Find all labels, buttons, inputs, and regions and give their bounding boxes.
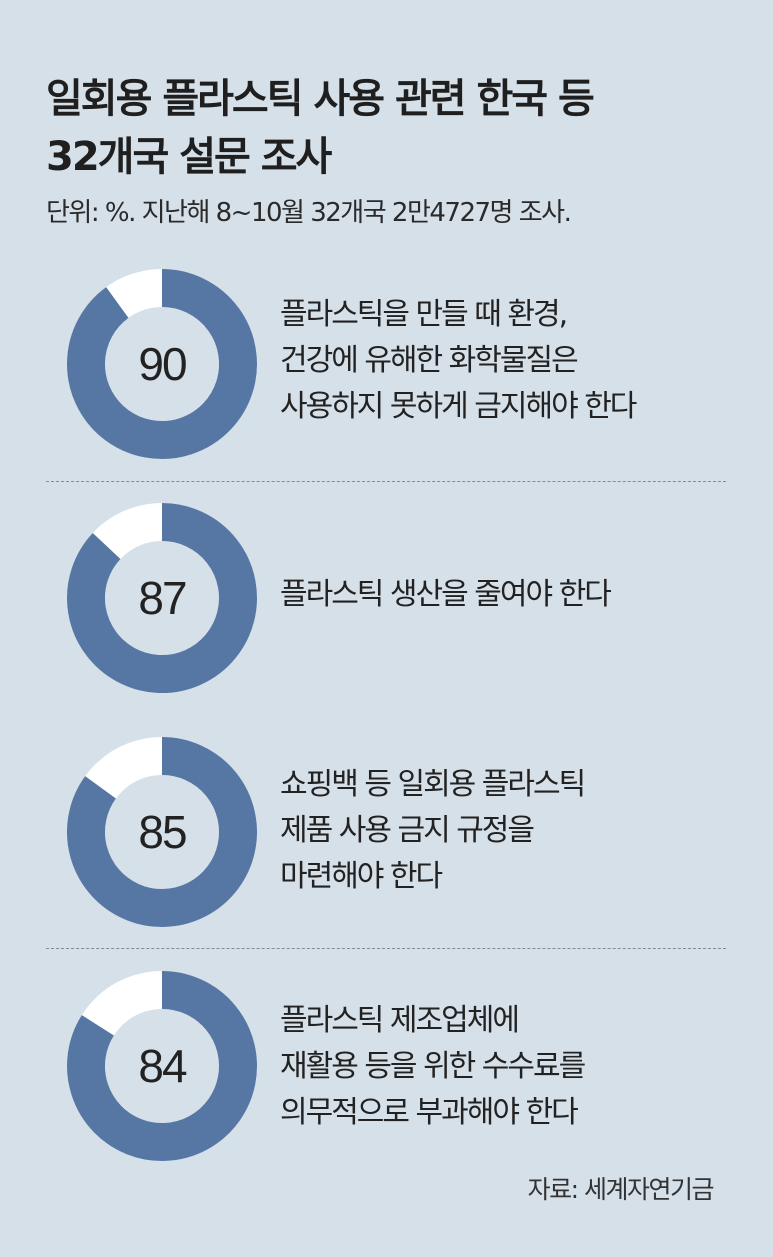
item-description: 플라스틱을 만들 때 환경, 건강에 유해한 화학물질은 사용하지 못하게 금지…: [280, 292, 750, 430]
donut-svg: [67, 737, 257, 927]
donut-chart: 85: [66, 736, 258, 928]
chart-subtitle: 단위: %. 지난해 8~10월 32개국 2만4727명 조사.: [46, 198, 572, 228]
donut-value-arc: [67, 503, 257, 693]
survey-item: 87 플라스틱 생산을 줄여야 한다: [0, 502, 773, 732]
donut-value-arc: [67, 737, 257, 927]
donut-value-label: 90: [138, 338, 187, 390]
description-line: 의무적으로 부과해야 한다: [280, 1095, 579, 1130]
donut-value-arc: [67, 269, 257, 459]
title-line-1: 일회용 플라스틱 사용 관련 한국 등: [46, 76, 595, 122]
description-line: 건강에 유해한 화학물질은: [280, 343, 579, 378]
donut-value-arc: [67, 971, 257, 1161]
description-line: 플라스틱 생산을 줄여야 한다: [280, 577, 612, 612]
survey-item: 90 플라스틱을 만들 때 환경, 건강에 유해한 화학물질은 사용하지 못하게…: [0, 268, 773, 498]
donut-value-label: 84: [138, 1040, 187, 1092]
description-line: 플라스틱을 만들 때 환경,: [280, 297, 568, 332]
item-description: 쇼핑백 등 일회용 플라스틱 제품 사용 금지 규정을 마련해야 한다: [280, 762, 750, 900]
description-line: 플라스틱 제조업체에: [280, 1003, 520, 1038]
divider: [46, 481, 726, 482]
donut-value-label: 87: [138, 572, 187, 624]
description-line: 재활용 등을 위한 수수료를: [280, 1049, 586, 1084]
description-line: 사용하지 못하게 금지해야 한다: [280, 389, 637, 424]
donut-chart: 84: [66, 970, 258, 1162]
source-note: 자료: 세계자연기금: [527, 1175, 715, 1204]
donut-value-label: 85: [138, 806, 187, 858]
item-description: 플라스틱 생산을 줄여야 한다: [280, 572, 750, 618]
description-line: 제품 사용 금지 규정을: [280, 813, 535, 848]
description-line: 마련해야 한다: [280, 859, 443, 894]
donut-svg: [67, 971, 257, 1161]
item-description: 플라스틱 제조업체에 재활용 등을 위한 수수료를 의무적으로 부과해야 한다: [280, 998, 750, 1136]
donut-chart: 90: [66, 268, 258, 460]
survey-item: 84 플라스틱 제조업체에 재활용 등을 위한 수수료를 의무적으로 부과해야 …: [0, 970, 773, 1200]
survey-item: 85 쇼핑백 등 일회용 플라스틱 제품 사용 금지 규정을 마련해야 한다: [0, 736, 773, 966]
description-line: 쇼핑백 등 일회용 플라스틱: [280, 767, 586, 802]
chart-title: 일회용 플라스틱 사용 관련 한국 등 32개국 설문 조사: [46, 70, 746, 186]
title-line-2: 32개국 설문 조사: [46, 134, 332, 180]
divider: [46, 948, 726, 949]
donut-svg: [67, 503, 257, 693]
donut-chart: 87: [66, 502, 258, 694]
donut-svg: [67, 269, 257, 459]
